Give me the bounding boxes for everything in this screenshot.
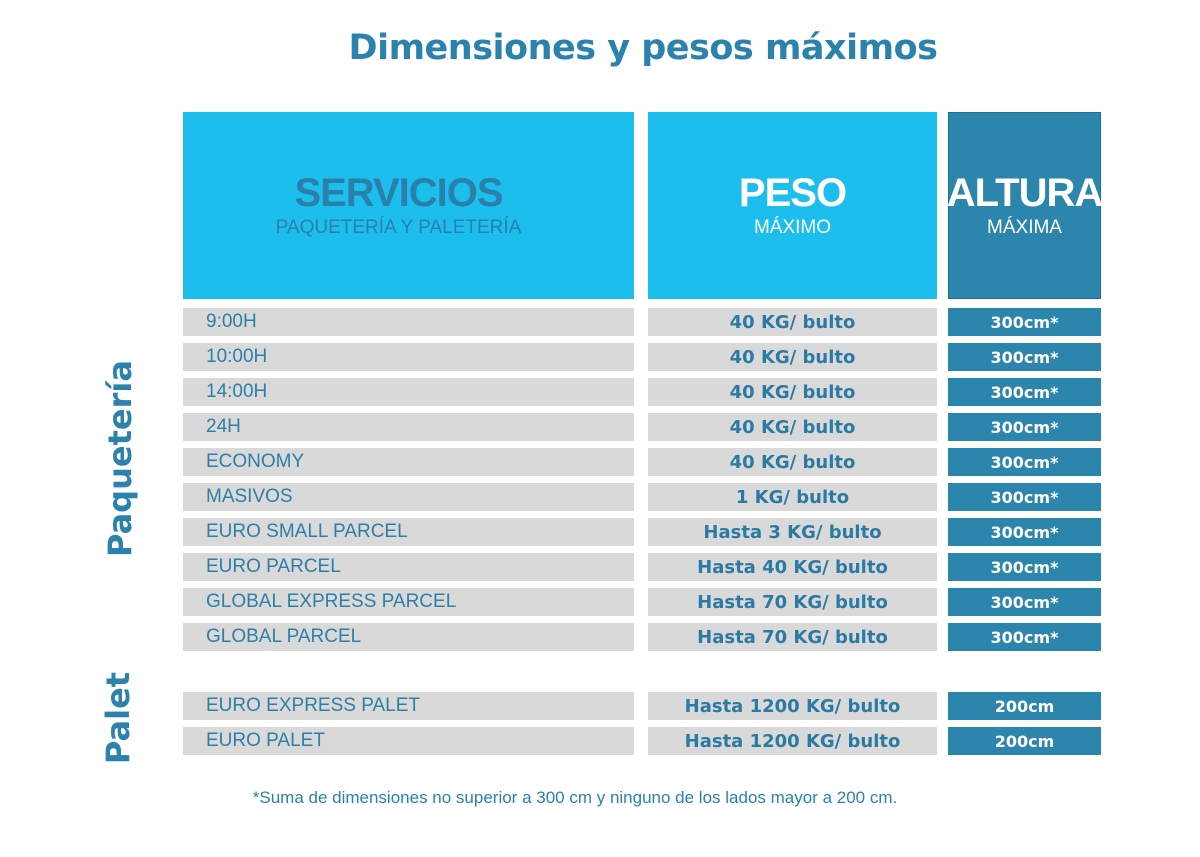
service-cell: 10:00H	[183, 343, 634, 371]
header-servicios: SERVICIOS PAQUETERÍA Y PALETERÍA	[183, 112, 634, 299]
altura-cell: 300cm*	[948, 553, 1101, 581]
footnote: *Suma de dimensiones no superior a 300 c…	[252, 788, 898, 807]
peso-cell: Hasta 1200 KG/ bulto	[648, 692, 937, 720]
altura-cell: 200cm	[948, 692, 1101, 720]
header-altura: ALTURA MÁXIMA	[946, 112, 1103, 299]
service-cell: MASIVOS	[183, 483, 634, 511]
peso-cell: Hasta 70 KG/ bulto	[648, 588, 937, 616]
peso-cell: 40 KG/ bulto	[648, 378, 937, 406]
altura-cell: 300cm*	[948, 378, 1101, 406]
altura-cell: 300cm*	[948, 483, 1101, 511]
side-label-paqueteria: Paquetería	[101, 360, 139, 557]
peso-cell: Hasta 1200 KG/ bulto	[648, 727, 937, 755]
header-servicios-subtitle: PAQUETERÍA Y PALETERÍA	[275, 216, 522, 238]
header-altura-subtitle: MÁXIMA	[987, 216, 1062, 238]
header-servicios-title: SERVICIOS	[294, 170, 503, 215]
page-title: Dimensiones y pesos máximos	[348, 28, 938, 68]
service-cell: EURO PALET	[183, 727, 634, 755]
peso-cell: 40 KG/ bulto	[648, 308, 937, 336]
service-cell: ECONOMY	[183, 448, 634, 476]
service-cell: GLOBAL PARCEL	[183, 623, 634, 651]
service-cell: 9:00H	[183, 308, 634, 336]
peso-cell: Hasta 70 KG/ bulto	[648, 623, 937, 651]
peso-cell: Hasta 40 KG/ bulto	[648, 553, 937, 581]
service-cell: EURO SMALL PARCEL	[183, 518, 634, 546]
side-label-palet: Palet	[99, 671, 137, 765]
peso-cell: Hasta 3 KG/ bulto	[648, 518, 937, 546]
altura-cell: 300cm*	[948, 413, 1101, 441]
header-peso-subtitle: MÁXIMO	[753, 216, 832, 238]
altura-cell: 300cm*	[948, 448, 1101, 476]
service-cell: 24H	[183, 413, 634, 441]
service-cell: EURO PARCEL	[183, 553, 634, 581]
service-cell: GLOBAL EXPRESS PARCEL	[183, 588, 634, 616]
altura-cell: 300cm*	[948, 308, 1101, 336]
peso-cell: 40 KG/ bulto	[648, 448, 937, 476]
peso-cell: 40 KG/ bulto	[648, 413, 937, 441]
altura-cell: 300cm*	[948, 518, 1101, 546]
header-peso: PESO MÁXIMO	[648, 112, 937, 299]
peso-cell: 1 KG/ bulto	[648, 483, 937, 511]
service-cell: EURO EXPRESS PALET	[183, 692, 634, 720]
altura-cell: 300cm*	[948, 343, 1101, 371]
header-peso-title: PESO	[738, 170, 847, 215]
header-altura-title: ALTURA	[946, 170, 1103, 215]
service-cell: 14:00H	[183, 378, 634, 406]
peso-cell: 40 KG/ bulto	[648, 343, 937, 371]
altura-cell: 300cm*	[948, 588, 1101, 616]
altura-cell: 200cm	[948, 727, 1101, 755]
altura-cell: 300cm*	[948, 623, 1101, 651]
